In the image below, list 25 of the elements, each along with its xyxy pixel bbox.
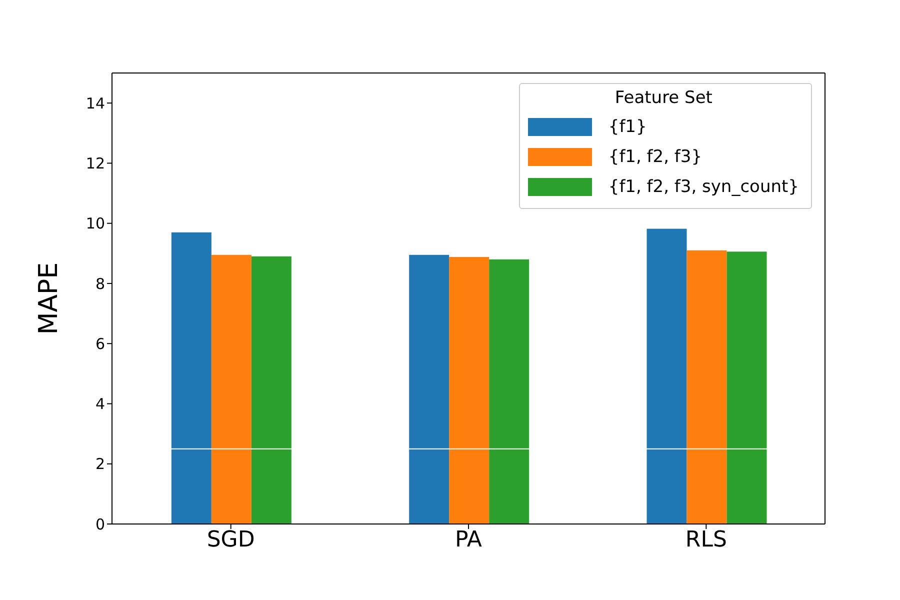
bar bbox=[489, 259, 530, 524]
legend-label: {f1, f2, f3, syn_count} bbox=[608, 177, 799, 197]
x-tick-label: SGD bbox=[206, 528, 255, 553]
bar bbox=[449, 257, 490, 524]
x-tick-label: RLS bbox=[685, 528, 727, 553]
x-tick-label: PA bbox=[455, 528, 482, 553]
y-tick-label: 0 bbox=[95, 515, 105, 534]
bar bbox=[409, 254, 450, 524]
legend-label: {f1, f2, f3} bbox=[608, 147, 702, 167]
bar bbox=[211, 254, 252, 524]
y-tick-label: 12 bbox=[86, 154, 105, 173]
bar bbox=[171, 232, 212, 524]
bar bbox=[646, 228, 687, 524]
y-tick-label: 6 bbox=[95, 334, 105, 353]
bar bbox=[686, 250, 727, 524]
y-tick-label: 2 bbox=[95, 455, 105, 474]
y-axis-title: MAPE bbox=[34, 262, 64, 335]
bar bbox=[726, 252, 767, 524]
legend-title: Feature Set bbox=[614, 88, 714, 108]
legend-label: {f1} bbox=[608, 117, 647, 137]
y-tick-label: 10 bbox=[86, 214, 105, 233]
bar bbox=[251, 256, 292, 524]
y-tick-label: 8 bbox=[95, 274, 105, 293]
y-tick-label: 14 bbox=[86, 94, 105, 112]
y-tick-label: 4 bbox=[95, 395, 105, 414]
